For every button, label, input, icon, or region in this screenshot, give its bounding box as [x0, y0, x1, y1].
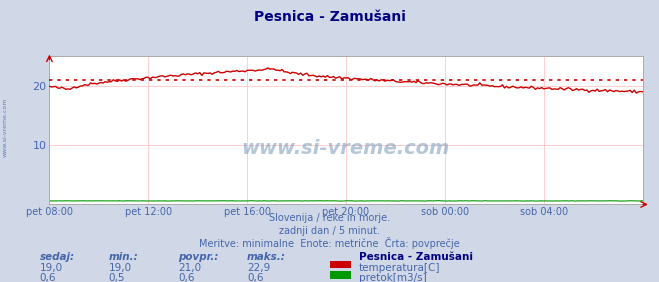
Text: pretok[m3/s]: pretok[m3/s] [359, 273, 427, 282]
Text: 21,0: 21,0 [178, 263, 201, 273]
Text: Slovenija / reke in morje.: Slovenija / reke in morje. [269, 213, 390, 223]
Text: 0,5: 0,5 [109, 273, 125, 282]
Text: zadnji dan / 5 minut.: zadnji dan / 5 minut. [279, 226, 380, 235]
Text: www.si-vreme.com: www.si-vreme.com [242, 139, 450, 158]
Text: 22,9: 22,9 [247, 263, 270, 273]
Text: 19,0: 19,0 [40, 263, 63, 273]
Text: sedaj:: sedaj: [40, 252, 74, 262]
Text: maks.:: maks.: [247, 252, 286, 262]
Text: 0,6: 0,6 [247, 273, 264, 282]
Text: 0,6: 0,6 [178, 273, 194, 282]
Text: www.si-vreme.com: www.si-vreme.com [3, 97, 8, 157]
Text: povpr.:: povpr.: [178, 252, 218, 262]
Text: Pesnica - Zamušani: Pesnica - Zamušani [359, 252, 473, 262]
Text: Pesnica - Zamušani: Pesnica - Zamušani [254, 10, 405, 24]
Text: 19,0: 19,0 [109, 263, 132, 273]
Text: Meritve: minimalne  Enote: metrične  Črta: povprečje: Meritve: minimalne Enote: metrične Črta:… [199, 237, 460, 249]
Text: min.:: min.: [109, 252, 138, 262]
Text: temperatura[C]: temperatura[C] [359, 263, 441, 273]
Text: 0,6: 0,6 [40, 273, 56, 282]
